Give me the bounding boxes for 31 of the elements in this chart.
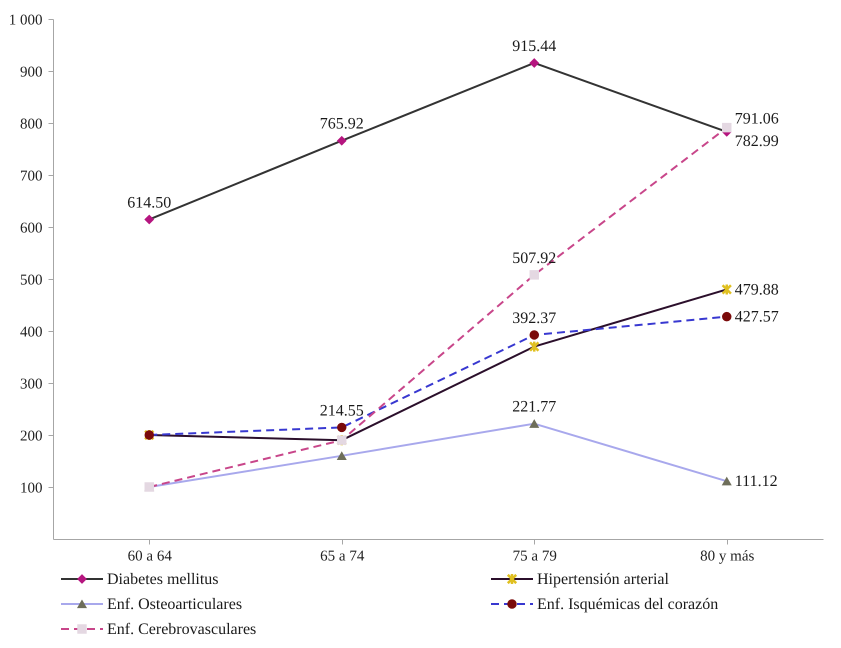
data-label: 392.37 <box>512 310 556 327</box>
data-label: 479.88 <box>734 281 779 298</box>
y-tick-label: 600 <box>20 220 42 236</box>
legend-label: Hipertensión arterial <box>537 571 670 588</box>
legend-label: Enf. Cerebrovasculares <box>107 621 256 638</box>
x-tick-label: 80 y más <box>700 548 754 564</box>
y-tick-label: 1 000 <box>8 12 42 28</box>
y-tick-label: 200 <box>20 428 42 444</box>
data-label: 782.99 <box>734 132 779 150</box>
y-tick-label: 300 <box>20 376 42 392</box>
data-label: 507.92 <box>512 250 556 267</box>
y-tick-label: 700 <box>20 168 42 184</box>
data-label: 221.77 <box>512 398 556 416</box>
y-tick-label: 100 <box>20 480 42 496</box>
y-tick-label: 800 <box>20 116 42 132</box>
y-tick-label: 400 <box>20 324 42 340</box>
legend-label: Diabetes mellitus <box>107 571 219 588</box>
legend-label: Enf. Isquémicas del corazón <box>537 596 718 613</box>
x-tick-label: 65 a 74 <box>320 548 365 564</box>
data-label: 614.50 <box>127 194 172 212</box>
data-label: 791.06 <box>734 110 779 128</box>
y-tick-label: 500 <box>20 272 42 288</box>
x-tick-label: 75 a 79 <box>512 548 557 564</box>
legend-label: Enf. Osteoarticulares <box>107 596 242 613</box>
data-label: 765.92 <box>320 116 364 133</box>
data-label: 915.44 <box>512 38 556 55</box>
data-label: 111.12 <box>734 473 778 490</box>
x-tick-label: 60 a 64 <box>128 548 172 564</box>
y-tick-label: 900 <box>20 64 42 80</box>
data-label: 427.57 <box>734 308 779 326</box>
data-label: 214.55 <box>320 402 364 420</box>
